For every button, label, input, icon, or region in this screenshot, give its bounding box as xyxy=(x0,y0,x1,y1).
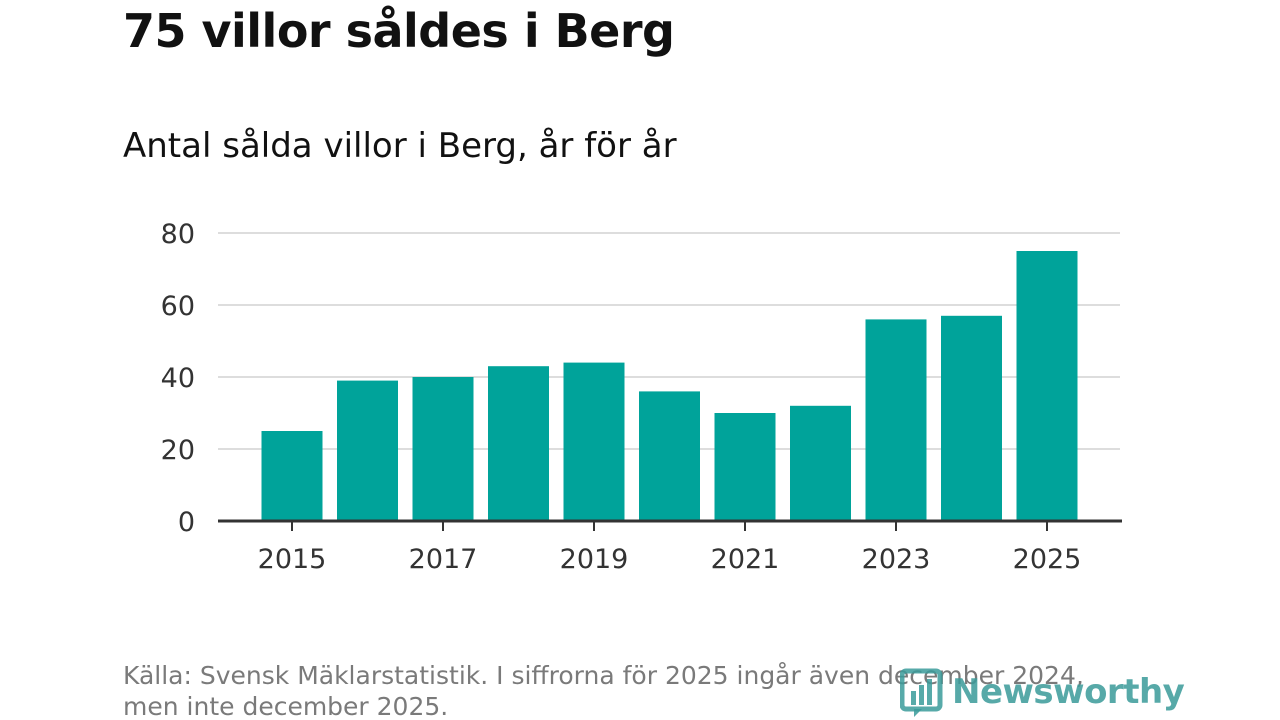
bar-2023 xyxy=(865,319,927,521)
x-tick-label: 2017 xyxy=(409,544,478,575)
y-tick-label: 80 xyxy=(161,219,195,250)
bar-2015 xyxy=(261,431,323,521)
x-tick-label: 2019 xyxy=(560,544,629,575)
bar-2018 xyxy=(488,366,549,521)
axes: 0 20 40 60 80 2015 2017 2019 2021 2023 2025 xyxy=(161,219,1122,575)
source-line-2: men inte december 2025. xyxy=(123,692,449,720)
newsworthy-bar-chart-icon xyxy=(900,668,943,717)
x-tick-label: 2023 xyxy=(862,544,931,575)
bar-2024 xyxy=(941,315,1002,521)
bar-2022 xyxy=(790,405,851,521)
x-tick-label: 2025 xyxy=(1013,544,1082,575)
x-tick-label: 2015 xyxy=(258,544,327,575)
bar-2019 xyxy=(563,362,625,521)
y-tick-label: 60 xyxy=(161,291,195,322)
bar-2021 xyxy=(714,413,776,521)
bars xyxy=(261,251,1078,521)
chart-subtitle: Antal sålda villor i Berg, år för år xyxy=(123,126,677,166)
bar-2017 xyxy=(412,377,474,521)
bar-2020 xyxy=(639,391,700,521)
y-tick-label: 40 xyxy=(161,363,195,394)
y-tick-label: 20 xyxy=(161,435,195,466)
page-title: 75 villor såldes i Berg xyxy=(123,4,675,58)
y-tick-label: 0 xyxy=(178,507,195,538)
x-tick-label: 2021 xyxy=(711,544,780,575)
bar-2016 xyxy=(337,380,398,521)
brand-name: Newsworthy xyxy=(952,672,1185,712)
bar-2025 xyxy=(1016,251,1078,521)
brand-logo[interactable]: Newsworthy xyxy=(900,666,1185,718)
